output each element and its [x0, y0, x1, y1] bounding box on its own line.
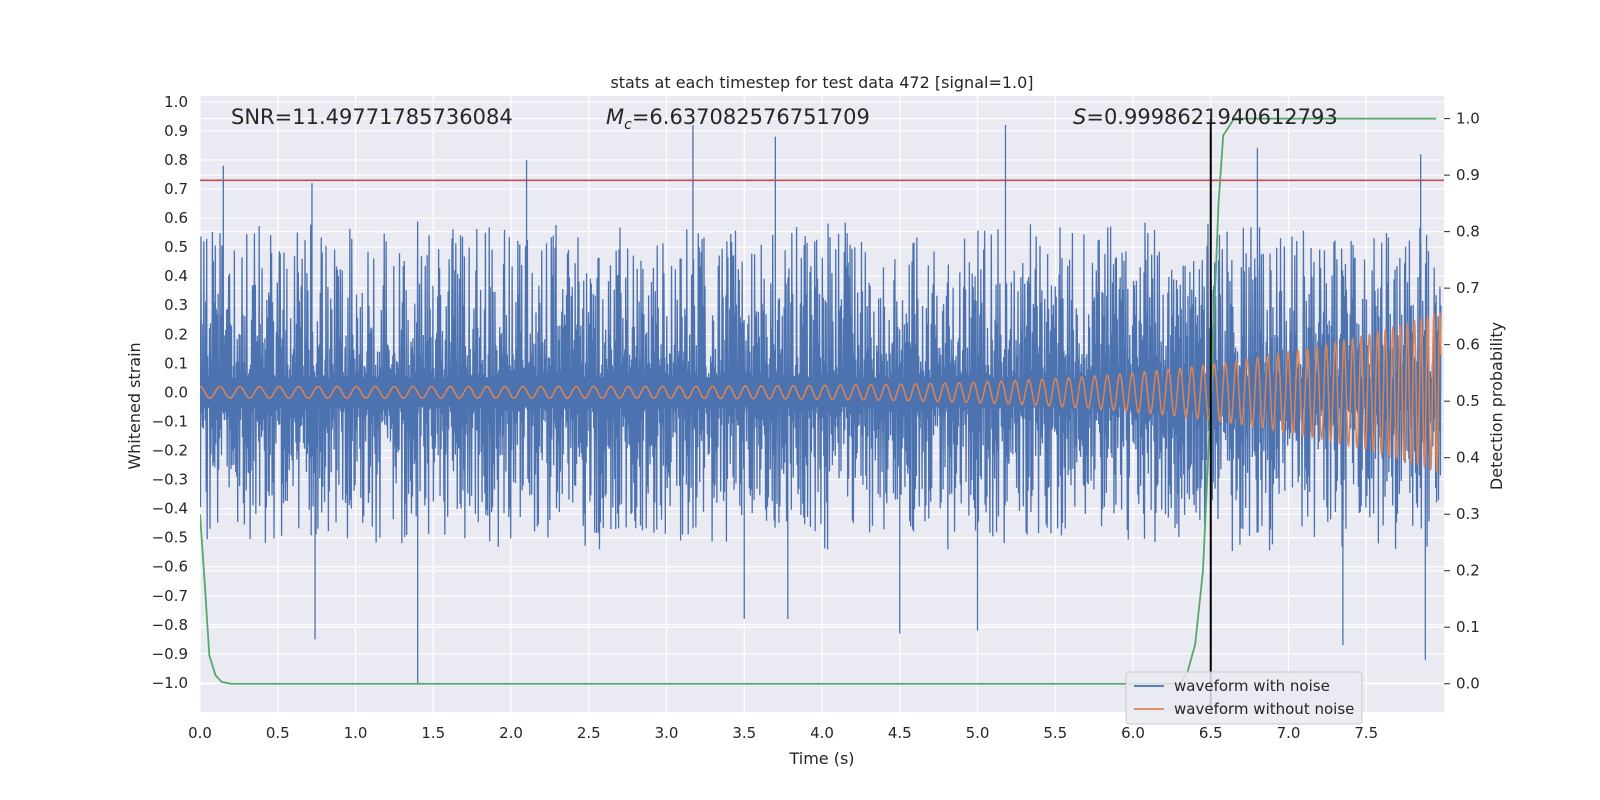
- y-tick-label: 0.1: [164, 354, 188, 372]
- y-tick-label: −0.8: [152, 616, 188, 634]
- legend: waveform with noise waveform without noi…: [1125, 671, 1363, 725]
- x-tick-label: 7.0: [1277, 724, 1301, 742]
- y-tick-label: −0.3: [152, 471, 188, 489]
- y2-tick-label: 1.0: [1456, 110, 1480, 128]
- x-axis-label: Time (s): [788, 749, 854, 768]
- x-tick-label: 0.5: [266, 724, 290, 742]
- s-symbol: S: [1073, 105, 1086, 129]
- x-tick-label: 1.0: [344, 724, 368, 742]
- x-tick-label: 1.5: [421, 724, 445, 742]
- legend-label-waveform-with-noise: waveform with noise: [1174, 677, 1330, 695]
- x-tick-label: 6.5: [1199, 724, 1223, 742]
- y-tick-label: −0.2: [152, 441, 188, 459]
- y2-tick-label: 0.4: [1456, 449, 1480, 467]
- y-tick-label: −0.5: [152, 529, 188, 547]
- y2-tick-label: 0.9: [1456, 166, 1480, 184]
- y-tick-label: −0.9: [152, 645, 188, 663]
- x-tick-label: 2.5: [577, 724, 601, 742]
- x-tick-label: 6.0: [1121, 724, 1145, 742]
- y2-axis-label: Detection probability: [1487, 322, 1506, 490]
- y-tick-label: 1.0: [164, 93, 188, 111]
- x-tick-label: 7.5: [1354, 724, 1378, 742]
- y-tick-label: 0.2: [164, 325, 188, 343]
- chirp-mass-value: =6.637082576751709: [632, 105, 870, 129]
- chirp-mass-subscript: c: [624, 117, 632, 133]
- y-tick-label: −0.4: [152, 500, 188, 518]
- noisy-waveform-line: [200, 125, 1442, 683]
- y2-tick-label: 0.0: [1456, 675, 1480, 693]
- y-tick-label: −1.0: [152, 674, 188, 692]
- y-tick-label: 0.5: [164, 238, 188, 256]
- y2-tick-label: 0.6: [1456, 336, 1480, 354]
- y2-tick-label: 0.7: [1456, 279, 1480, 297]
- chirp-mass-symbol: M: [606, 105, 624, 129]
- y-tick-label: 0.8: [164, 151, 188, 169]
- x-tick-label: 5.5: [1043, 724, 1067, 742]
- y-tick-label: −0.1: [152, 412, 188, 430]
- x-tick-label: 0.0: [188, 724, 212, 742]
- x-tick-label: 4.0: [810, 724, 834, 742]
- chirp-mass-annotation: Mc=6.637082576751709: [606, 105, 870, 133]
- y2-tick-label: 0.2: [1456, 562, 1480, 580]
- legend-label-waveform-without-noise: waveform without noise: [1174, 700, 1354, 718]
- y-tick-label: 0.6: [164, 209, 188, 227]
- s-annotation: S=0.9998621940612793: [1073, 105, 1338, 129]
- x-tick-label: 3.0: [655, 724, 679, 742]
- y2-tick-label: 0.5: [1456, 392, 1480, 410]
- axes-ticks: 0.0 0.5 1.0 1.5 2.0 2.5 3.0 3.5 4.0 4.5 5.0 5.5 6.0 6…: [152, 93, 1480, 742]
- chart-title: stats at each timestep for test data 472…: [610, 73, 1033, 92]
- y-tick-label: 0.0: [164, 383, 188, 401]
- y-axis-label: Whitened strain: [125, 342, 144, 469]
- y-tick-label: 0.4: [164, 267, 188, 285]
- x-tick-label: 4.5: [888, 724, 912, 742]
- clean-waveform-line: [200, 312, 1442, 473]
- y2-tick-label: 0.3: [1456, 505, 1480, 523]
- x-tick-label: 2.0: [499, 724, 523, 742]
- y-tick-label: 0.9: [164, 122, 188, 140]
- y-tick-label: 0.7: [164, 180, 188, 198]
- y-tick-label: −0.6: [152, 558, 188, 576]
- x-tick-label: 3.5: [732, 724, 756, 742]
- s-value: =0.9998621940612793: [1086, 105, 1337, 129]
- snr-annotation: SNR=11.49771785736084: [231, 105, 513, 129]
- y-tick-label: 0.3: [164, 296, 188, 314]
- legend-box: [1125, 671, 1363, 725]
- y2-tick-label: 0.1: [1456, 618, 1480, 636]
- y2-tick-label: 0.8: [1456, 223, 1480, 241]
- x-tick-label: 5.0: [966, 724, 990, 742]
- y-tick-label: −0.7: [152, 587, 188, 605]
